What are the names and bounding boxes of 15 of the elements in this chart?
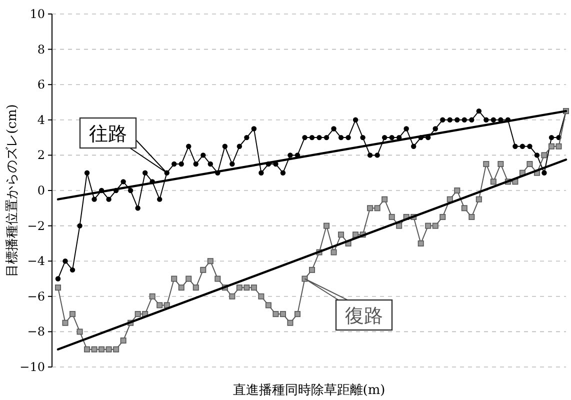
y-tick-label: −8 (27, 324, 45, 339)
y-tick-label: 0 (37, 184, 45, 198)
y-tick-label: 10 (30, 7, 45, 21)
y-tick-label: −10 (20, 360, 45, 374)
x-axis-title: 直進播種同時除草距離(m) (232, 383, 386, 398)
y-tick-label: −4 (27, 254, 46, 268)
series-label: 往路 (89, 124, 127, 145)
y-tick-label: −2 (27, 218, 45, 233)
text: 復路 (345, 306, 383, 327)
y-tick-label: 6 (37, 78, 45, 92)
y-tick-label: 8 (37, 42, 45, 56)
y-tick-label: −6 (27, 289, 45, 304)
y-tick-label: 4 (37, 112, 46, 127)
y-axis-title: 目標播種位置からのズレ(cm) (5, 104, 20, 277)
y-tick-label: 2 (37, 148, 45, 162)
